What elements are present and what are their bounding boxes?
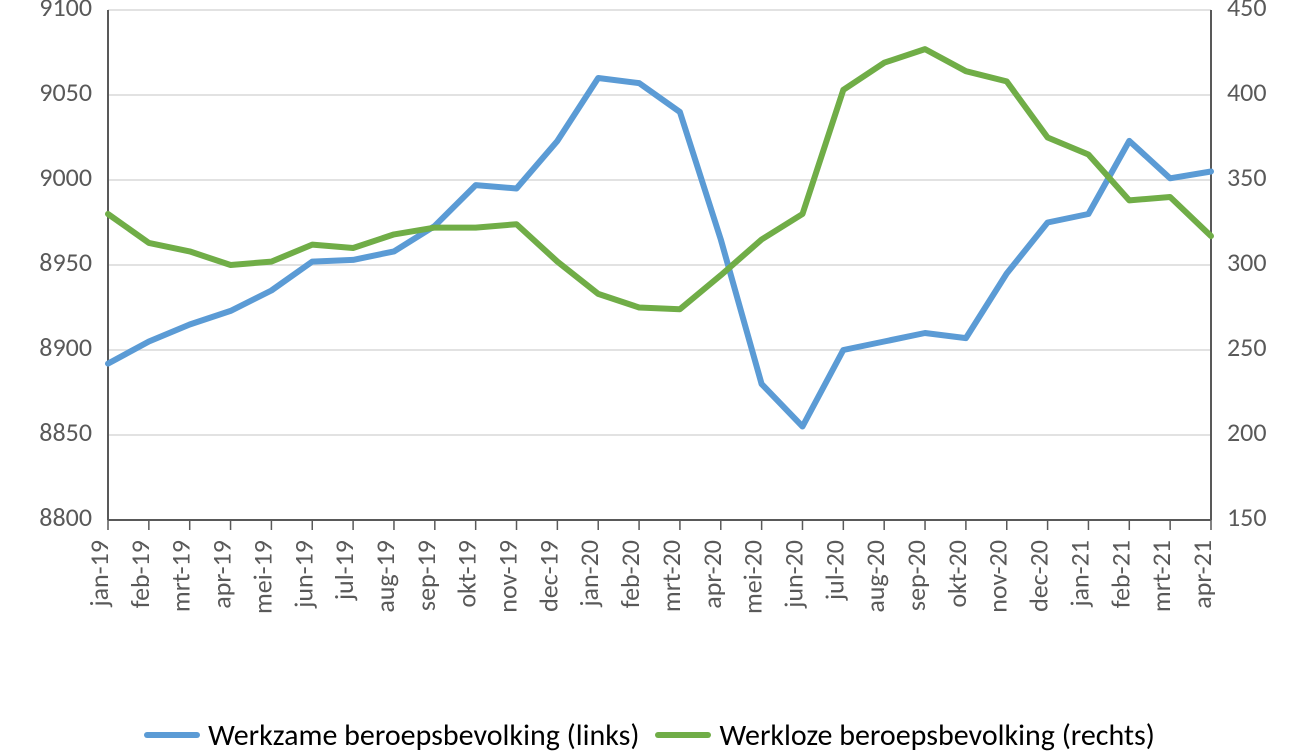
y-right-tick-label: 350 bbox=[1227, 161, 1267, 193]
y-right-tick-label: 250 bbox=[1227, 331, 1267, 363]
legend: Werkzame beroepsbevolking (links) Werkloz… bbox=[0, 710, 1299, 754]
legend-swatch bbox=[144, 732, 200, 738]
x-tick-label: dec-20 bbox=[1023, 540, 1055, 612]
y-left-tick-label: 8850 bbox=[39, 416, 92, 448]
y-left-tick-label: 9100 bbox=[39, 0, 92, 23]
x-tick-label: mei-20 bbox=[737, 540, 769, 614]
y-right-tick-label: 300 bbox=[1227, 246, 1267, 278]
x-tick-label: feb-21 bbox=[1104, 540, 1136, 608]
x-tick-label: nov-19 bbox=[492, 540, 524, 613]
chart-svg: 8800 150 8850 200 8900 250 8950 300 9000 350 9050 4… bbox=[0, 0, 1299, 754]
x-tick-label: aug-19 bbox=[369, 540, 401, 613]
x-tick-label: jan-21 bbox=[1063, 540, 1095, 608]
x-tick-label: mrt-21 bbox=[1145, 540, 1177, 612]
y-left-tick-label: 8800 bbox=[39, 501, 92, 533]
y-right-tick-label: 450 bbox=[1227, 0, 1267, 23]
x-tick-label: aug-20 bbox=[859, 540, 891, 613]
x-tick-label: mrt-19 bbox=[165, 540, 197, 612]
x-tick-label: nov-20 bbox=[982, 540, 1014, 613]
x-tick-label: mrt-20 bbox=[655, 540, 687, 612]
legend-label: Werkzame beroepsbevolking (links) bbox=[208, 717, 639, 754]
x-tick-label: apr-20 bbox=[696, 540, 728, 609]
x-tick-label: jul-20 bbox=[818, 540, 850, 601]
dual-axis-line-chart: 8800 150 8850 200 8900 250 8950 300 9000 350 9050 4… bbox=[0, 0, 1299, 754]
x-tick-label: sep-19 bbox=[410, 540, 442, 611]
x-tick-label: jun-20 bbox=[777, 540, 809, 609]
y-left-tick-label: 9050 bbox=[39, 76, 92, 108]
y-right-tick-label: 200 bbox=[1227, 416, 1267, 448]
x-tick-label: apr-19 bbox=[206, 540, 238, 609]
x-tick-label: jul-19 bbox=[328, 540, 360, 601]
legend-item-werkloze: Werkloze beroepsbevolking (rechts) bbox=[655, 717, 1154, 754]
x-tick-label: dec-19 bbox=[532, 540, 564, 612]
x-tick-label: jan-20 bbox=[573, 540, 605, 608]
y-left-tick-label: 9000 bbox=[39, 161, 92, 193]
x-tick-label: jun-19 bbox=[287, 540, 319, 609]
x-tick-label: feb-20 bbox=[614, 540, 646, 608]
y-left-tick-label: 8900 bbox=[39, 331, 92, 363]
y-right-tick-label: 400 bbox=[1227, 76, 1267, 108]
x-tick-label: okt-20 bbox=[941, 540, 973, 608]
legend-item-werkzame: Werkzame beroepsbevolking (links) bbox=[144, 717, 639, 754]
legend-swatch bbox=[655, 732, 711, 738]
x-tick-label: mei-19 bbox=[246, 540, 278, 614]
legend-label: Werkloze beroepsbevolking (rechts) bbox=[719, 717, 1154, 754]
x-tick-label: jan-19 bbox=[83, 540, 115, 608]
x-tick-label: apr-21 bbox=[1186, 540, 1218, 609]
x-tick-label: sep-20 bbox=[900, 540, 932, 611]
y-left-tick-label: 8950 bbox=[39, 246, 92, 278]
x-tick-label: okt-19 bbox=[451, 540, 483, 608]
x-tick-label: feb-19 bbox=[124, 540, 156, 608]
y-right-tick-label: 150 bbox=[1227, 501, 1267, 533]
